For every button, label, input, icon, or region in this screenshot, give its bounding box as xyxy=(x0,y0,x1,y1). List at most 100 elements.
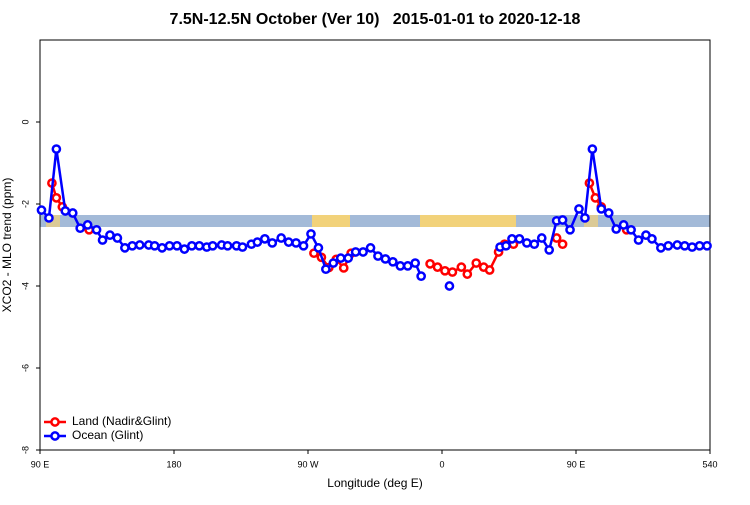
y-tick-label: -4 xyxy=(20,282,30,290)
point xyxy=(507,234,517,244)
point xyxy=(647,234,657,244)
point xyxy=(164,240,175,251)
point xyxy=(587,144,598,154)
point xyxy=(328,258,339,268)
point xyxy=(416,271,427,282)
legend-label: Ocean (Glint) xyxy=(72,428,143,442)
point xyxy=(522,238,532,248)
point xyxy=(380,254,391,264)
x-axis-label: Longitude (deg E) xyxy=(327,476,422,490)
point xyxy=(127,240,138,251)
point xyxy=(402,261,413,271)
point xyxy=(514,234,525,244)
x-tick-label: 540 xyxy=(702,459,717,469)
chart-title: 7.5N-12.5N October (Ver 10) 2015-01-01 t… xyxy=(170,11,581,28)
point xyxy=(222,240,233,251)
point xyxy=(444,281,455,291)
legend-marker xyxy=(50,417,60,427)
point xyxy=(51,193,62,203)
point xyxy=(283,237,294,247)
point xyxy=(574,204,584,214)
point xyxy=(252,237,263,247)
y-tick-label: -2 xyxy=(20,200,30,208)
point xyxy=(291,238,301,248)
point xyxy=(187,240,197,251)
point xyxy=(194,240,205,251)
point xyxy=(456,262,467,272)
point xyxy=(306,229,316,239)
point xyxy=(687,242,697,252)
point xyxy=(529,239,540,250)
point xyxy=(313,243,324,253)
point xyxy=(343,253,354,263)
point xyxy=(656,243,666,253)
point xyxy=(97,235,108,245)
point xyxy=(75,223,86,234)
point xyxy=(44,213,54,223)
y-tick-label: 0 xyxy=(20,119,30,124)
point xyxy=(484,265,495,275)
point xyxy=(60,206,71,216)
point xyxy=(618,220,629,230)
point xyxy=(149,240,160,251)
x-tick-label: 180 xyxy=(166,459,181,469)
point xyxy=(276,233,287,243)
point xyxy=(112,233,123,243)
point xyxy=(432,262,443,272)
point xyxy=(395,261,406,271)
point xyxy=(462,269,473,279)
point xyxy=(321,264,331,275)
x-tick-label: 90 E xyxy=(31,459,50,469)
point xyxy=(134,240,145,250)
y-axis-label: XCO2 - MLO trend (ppm) xyxy=(0,178,14,313)
point xyxy=(267,238,278,248)
point xyxy=(603,208,614,218)
point xyxy=(447,267,458,277)
point xyxy=(501,240,511,251)
y-tick-label: -6 xyxy=(20,364,30,372)
legend-label: Land (Nadir&Glint) xyxy=(72,414,171,428)
point xyxy=(694,240,705,251)
point xyxy=(536,233,547,243)
point xyxy=(471,258,482,268)
point xyxy=(365,243,376,253)
point xyxy=(82,220,93,230)
y-tick-label: -8 xyxy=(20,446,30,454)
point xyxy=(565,224,575,235)
point xyxy=(580,213,590,223)
point xyxy=(590,193,601,203)
point xyxy=(338,263,349,273)
x-tick-label: 90 E xyxy=(567,459,586,469)
x-tick-label: 0 xyxy=(439,459,444,469)
point xyxy=(237,242,248,252)
point xyxy=(557,239,568,250)
point xyxy=(335,253,346,263)
point xyxy=(626,224,636,235)
point xyxy=(611,224,622,234)
point xyxy=(672,240,683,250)
point xyxy=(51,144,62,154)
point xyxy=(179,244,190,254)
point xyxy=(350,247,361,257)
point xyxy=(596,204,607,214)
point xyxy=(157,243,167,253)
point xyxy=(36,205,47,215)
point xyxy=(91,224,102,235)
point xyxy=(410,258,421,268)
point xyxy=(440,265,450,276)
point xyxy=(67,208,78,218)
point xyxy=(373,251,383,261)
point xyxy=(663,240,674,251)
point xyxy=(259,234,270,244)
point xyxy=(172,240,182,251)
point xyxy=(207,240,218,251)
point xyxy=(298,240,309,251)
point xyxy=(388,256,398,267)
point xyxy=(633,235,644,245)
point xyxy=(702,240,712,251)
point xyxy=(544,245,555,255)
point xyxy=(425,259,435,269)
land-ocean-strip xyxy=(40,215,710,227)
